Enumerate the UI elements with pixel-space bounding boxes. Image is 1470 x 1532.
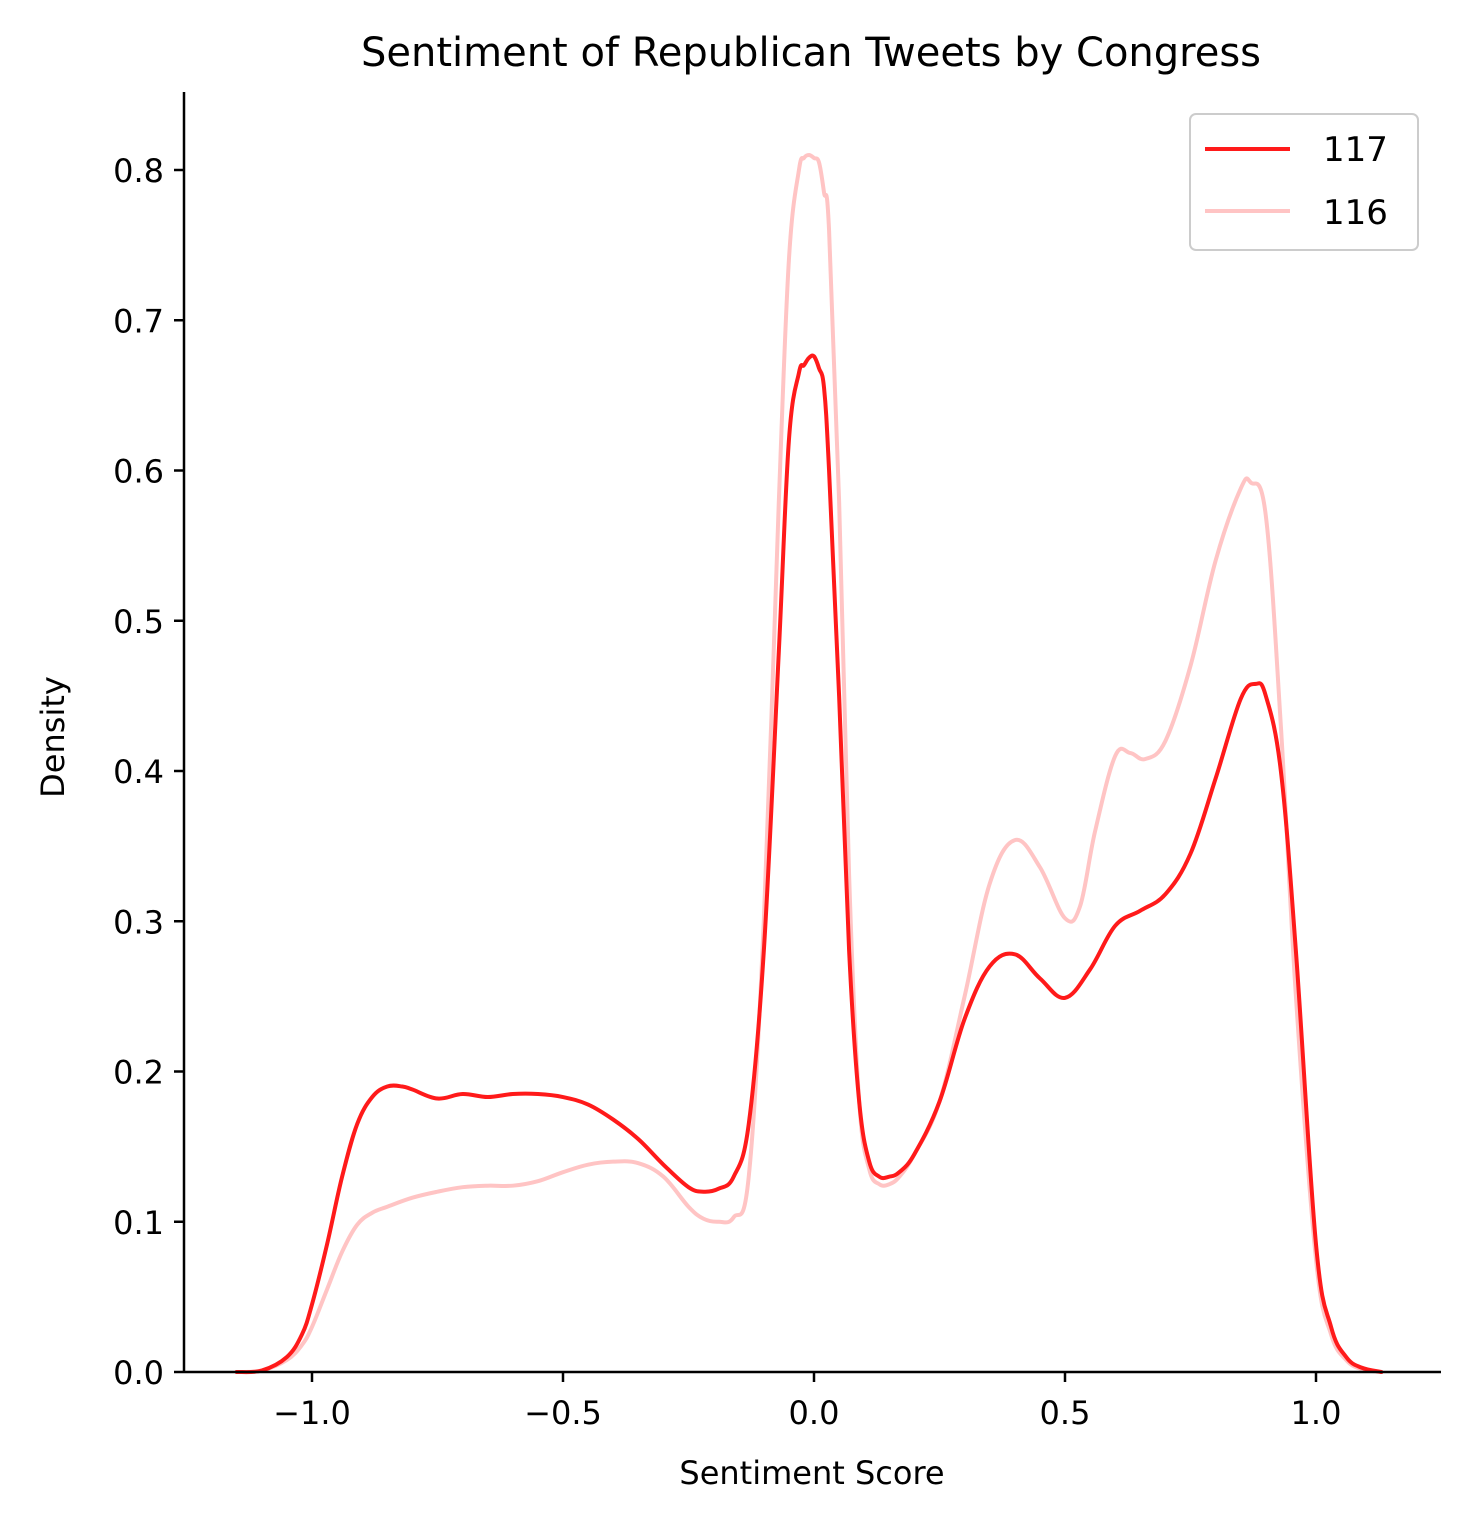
x-tick-label: 0.0 (789, 1394, 840, 1432)
x-tick-label: −1.0 (273, 1394, 351, 1432)
series-layer (234, 152, 1384, 1375)
y-tick-label: 0.1 (113, 1204, 164, 1242)
chart-title: Sentiment of Republican Tweets by Congre… (361, 30, 1261, 76)
y-tick-label: 0.6 (113, 453, 164, 491)
y-ticks: 0.0 0.1 0.2 0.3 0.4 0.5 0.6 0.7 0.8 (113, 152, 184, 1392)
series-line-117 (234, 353, 1384, 1375)
legend-label-116: 116 (1323, 193, 1388, 233)
x-tick-label: 1.0 (1291, 1394, 1342, 1432)
x-tick-label: −0.5 (524, 1394, 602, 1432)
x-ticks: −1.0 −0.5 0.0 0.5 1.0 (273, 1372, 1341, 1432)
y-tick-label: 0.0 (113, 1354, 164, 1392)
legend: 117 116 (1189, 113, 1419, 251)
y-tick-label: 0.4 (113, 753, 164, 791)
plot-area (234, 152, 1384, 1375)
y-tick-label: 0.2 (113, 1054, 164, 1092)
y-tick-label: 0.3 (113, 903, 164, 941)
y-tick-label: 0.8 (113, 152, 164, 190)
y-axis-label: Density (34, 676, 72, 798)
x-tick-label: 0.5 (1040, 1394, 1091, 1432)
y-tick-label: 0.7 (113, 302, 164, 340)
series-line-116 (234, 152, 1384, 1374)
legend-label-117: 117 (1323, 130, 1388, 170)
y-tick-label: 0.5 (113, 603, 164, 641)
x-axis-label: Sentiment Score (679, 1454, 944, 1492)
